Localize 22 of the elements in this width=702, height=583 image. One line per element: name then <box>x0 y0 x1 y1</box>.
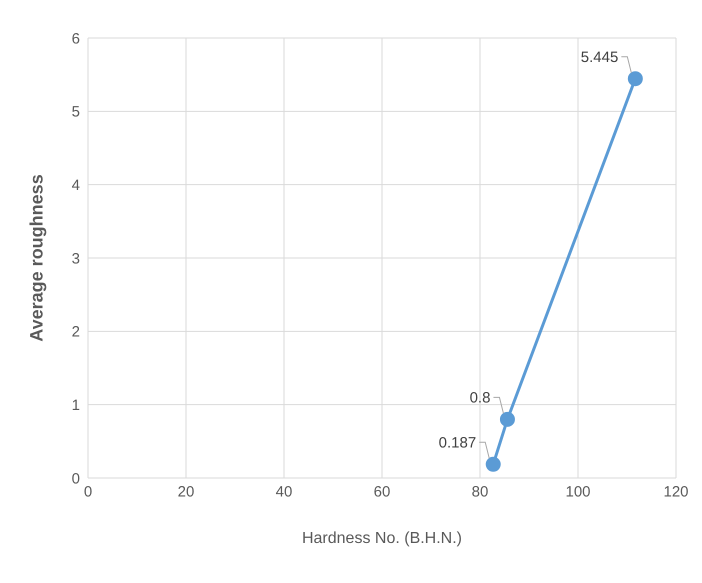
data-label: 0.187 <box>438 434 476 452</box>
point <box>486 456 501 472</box>
y-tick-label: 6 <box>72 30 80 48</box>
x-tick-label: 0 <box>84 484 92 501</box>
x-tick-label: 100 <box>565 484 591 501</box>
y-tick-label: 1 <box>72 396 80 414</box>
x-tick-label: 80 <box>472 484 488 501</box>
y-tick-label: 2 <box>72 324 80 341</box>
y-axis-title: Average roughness <box>26 174 46 342</box>
point <box>628 71 643 86</box>
data-label: 0.8 <box>470 390 490 407</box>
y-tick-label: 5 <box>72 104 80 121</box>
x-tick-label: 20 <box>178 484 194 501</box>
x-tick-label: 60 <box>374 484 390 501</box>
y-tick-label: 4 <box>72 176 80 194</box>
x-tick-label: 40 <box>276 484 292 501</box>
data-label: 5.445 <box>580 48 618 66</box>
x-tick-label: 120 <box>663 484 689 501</box>
x-axis-title: Hardness No. (B.H.N.) <box>302 530 462 547</box>
y-tick-label: 3 <box>72 250 80 268</box>
y-tick-label: 0 <box>72 470 80 488</box>
point <box>500 412 515 427</box>
